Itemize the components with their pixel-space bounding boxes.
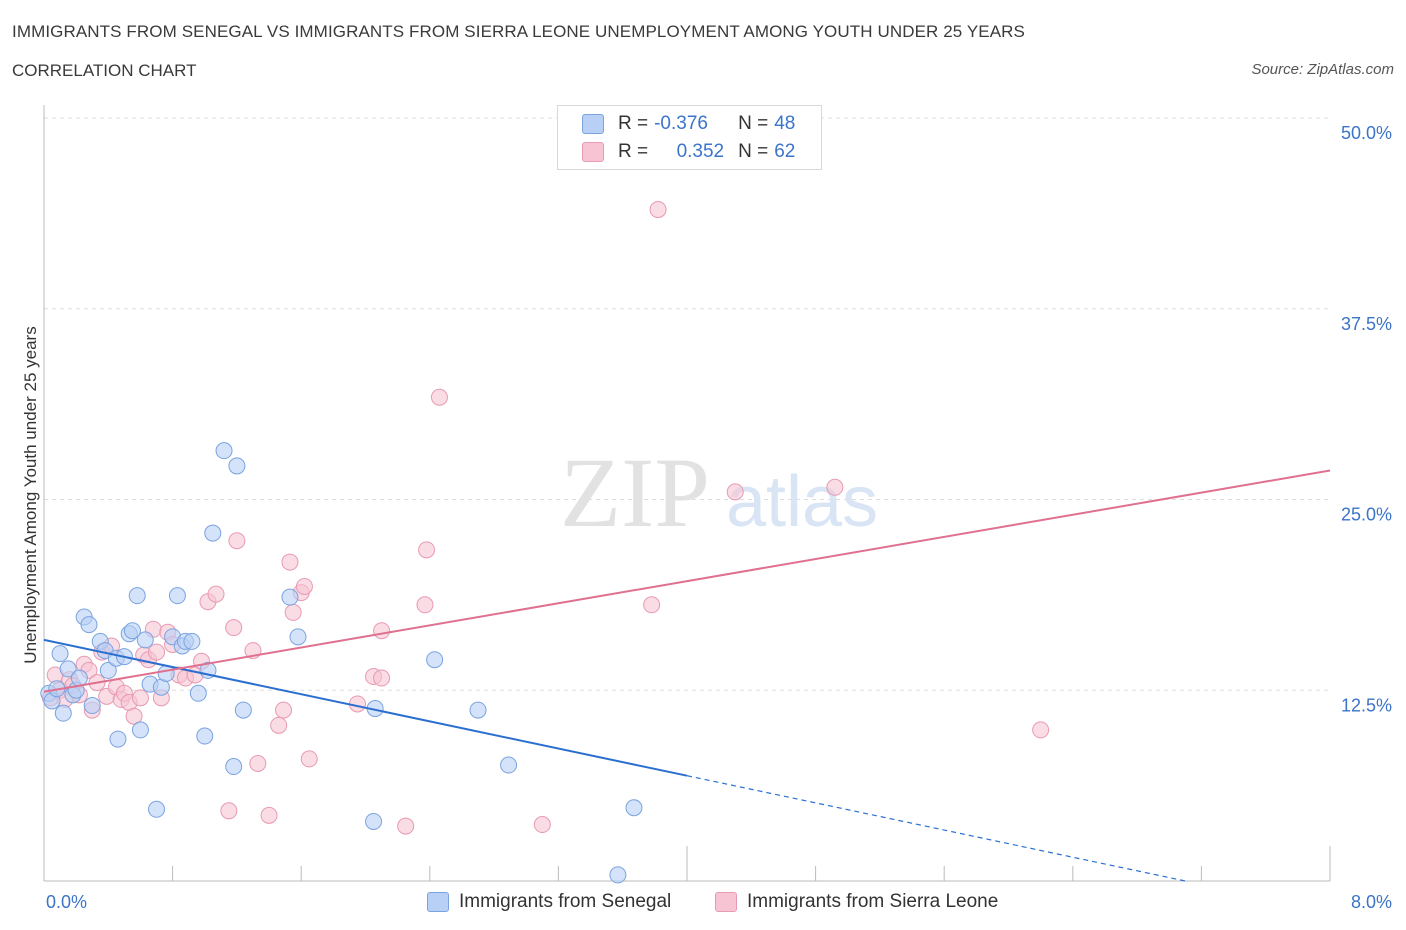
sierra-leone-point <box>148 643 166 661</box>
senegal-point <box>609 866 627 884</box>
sierra-leone-point <box>1032 721 1050 739</box>
senegal-r-label: R = <box>618 113 649 134</box>
x-tick-label: 8.0% <box>1351 892 1392 912</box>
senegal-point <box>234 701 252 719</box>
sierra-leone-point <box>131 689 149 707</box>
bottom-sierra-label: Immigrants from Sierra Leone <box>747 891 999 912</box>
senegal-point <box>83 697 101 715</box>
senegal-point <box>204 524 222 542</box>
sierra-leone-points <box>41 201 1050 835</box>
sierra-n-label: N = <box>738 141 769 162</box>
senegal-point <box>625 799 643 817</box>
watermark-atlas: atlas <box>726 462 878 542</box>
sierra-leone-point <box>649 201 667 219</box>
sierra-leone-point <box>300 750 318 768</box>
sierra-leone-point <box>275 701 293 719</box>
sierra-leone-point <box>295 577 313 595</box>
gridlines <box>44 117 1330 691</box>
bottom-sierra-swatch <box>715 892 737 912</box>
sierra-leone-point <box>643 596 661 614</box>
sierra-leone-point <box>207 585 225 603</box>
senegal-point <box>70 669 88 687</box>
senegal-point <box>123 622 141 640</box>
senegal-point <box>228 457 246 475</box>
sierra-leone-point <box>416 596 434 614</box>
senegal-point <box>51 645 69 663</box>
sierra-leone-point <box>284 603 302 621</box>
sierra-n-value: 62 <box>774 141 796 162</box>
sierra-leone-point <box>220 802 238 820</box>
sierra-r-label: R = <box>618 141 649 162</box>
sierra-leone-point <box>373 622 391 640</box>
source-label: Source: ZipAtlas.com <box>1251 61 1394 78</box>
sierra-leone-point <box>826 478 844 496</box>
senegal-r-value: -0.376 <box>654 113 708 134</box>
y-axis-label: Unemployment Among Youth under 25 years <box>21 326 40 663</box>
axes <box>43 105 1331 882</box>
senegal-point <box>215 442 233 460</box>
senegal-point <box>196 727 214 745</box>
watermark-zip: ZIP <box>560 437 710 548</box>
senegal-point <box>99 661 117 679</box>
sierra-leone-point <box>533 816 551 834</box>
sierra-leone-point <box>228 532 246 550</box>
bottom-senegal-swatch <box>427 892 449 912</box>
senegal-n-label: N = <box>738 113 769 134</box>
senegal-point <box>426 651 444 669</box>
senegal-point <box>365 812 383 830</box>
senegal-point <box>225 758 243 776</box>
watermark: ZIP atlas <box>560 437 878 548</box>
senegal-point <box>500 756 518 774</box>
legend-row-senegal: R = -0.376 N = 48 <box>582 112 795 136</box>
senegal-point <box>136 631 154 649</box>
sierra-leone-point <box>249 754 267 772</box>
senegal-n-value: 48 <box>774 113 796 134</box>
tick-labels: 50.0% 37.5% 25.0% 12.5% 0.0% 8.0% <box>46 123 1392 912</box>
senegal-point <box>80 616 98 634</box>
sierra-leone-point <box>397 817 415 835</box>
y-tick-label: 50.0% <box>1341 123 1392 143</box>
sierra-leone-trend-line <box>43 469 1331 693</box>
senegal-point <box>183 632 201 650</box>
sierra-leone-swatch <box>582 142 604 162</box>
senegal-point <box>109 730 127 748</box>
sierra-leone-point <box>260 806 278 824</box>
senegal-trend-extension <box>686 775 1186 882</box>
senegal-point <box>59 660 77 678</box>
sierra-leone-point <box>726 483 744 501</box>
sierra-leone-point <box>373 669 391 687</box>
bottom-legend-sierra-leone: Immigrants from Sierra Leone <box>715 890 998 914</box>
y-tick-label: 25.0% <box>1341 505 1392 525</box>
sierra-r-value: 0.352 <box>676 141 725 162</box>
senegal-trend-line <box>43 638 688 777</box>
bottom-legend-senegal: Immigrants from Senegal <box>427 890 671 914</box>
senegal-point <box>148 800 166 818</box>
senegal-point <box>469 701 487 719</box>
senegal-point <box>168 587 186 605</box>
sierra-leone-point <box>430 388 448 406</box>
chart-subtitle: CORRELATION CHART <box>12 61 197 80</box>
chart-title: IMMIGRANTS FROM SENEGAL VS IMMIGRANTS FR… <box>12 22 1025 41</box>
senegal-point <box>131 721 149 739</box>
legend-row-sierra-leone: R = 0.352 N = 62 <box>582 140 795 164</box>
trend-lines <box>43 469 1331 882</box>
sierra-leone-point <box>125 707 143 725</box>
senegal-point <box>128 587 146 605</box>
sierra-leone-point <box>281 553 299 571</box>
senegal-point <box>289 628 307 646</box>
correlation-legend: R = -0.376 N = 48 R = 0.352 N = 62 <box>557 105 822 170</box>
sierra-leone-point <box>225 619 243 637</box>
x-tick-label: 0.0% <box>46 892 87 912</box>
sierra-leone-point <box>270 716 288 734</box>
bottom-senegal-label: Immigrants from Senegal <box>459 891 672 912</box>
y-tick-label: 12.5% <box>1341 695 1392 715</box>
sierra-leone-point <box>418 541 436 559</box>
senegal-swatch <box>582 114 604 134</box>
senegal-point <box>281 588 299 606</box>
senegal-point <box>189 684 207 702</box>
senegal-points <box>40 442 643 884</box>
senegal-point <box>54 704 72 722</box>
y-tick-label: 37.5% <box>1341 314 1392 334</box>
